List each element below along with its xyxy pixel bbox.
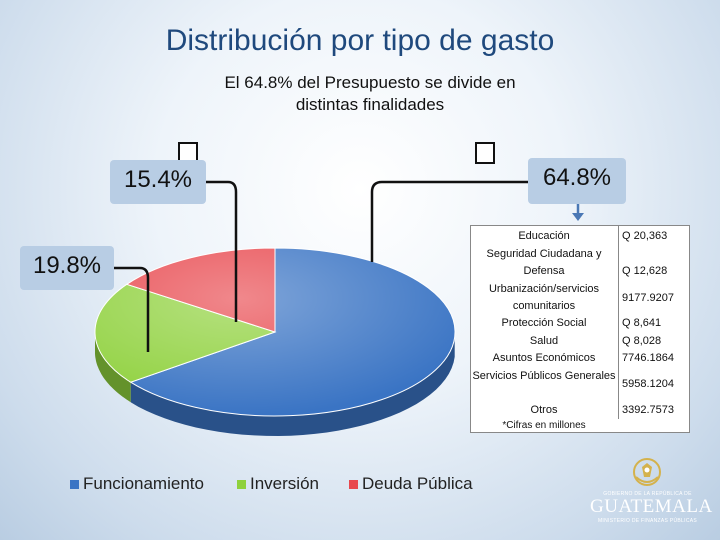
table-row: Servicios Públicos Generales 5958.1204 xyxy=(471,368,689,402)
logo-bottom-text: MINISTERIO DE FINANZAS PÚBLICAS xyxy=(597,518,698,524)
table-row-value: 7746.1864 xyxy=(622,352,674,364)
table-row-label: Asuntos Económicos xyxy=(492,352,596,364)
table-row-label: Protección Social xyxy=(501,317,587,329)
subtitle-line-1: El 64.8% del Presupuesto se divide en xyxy=(224,73,516,92)
table-row-label: Urbanización/servicios comunitarios xyxy=(488,283,600,312)
legend-swatch xyxy=(237,480,246,489)
table-row: Educación Q 20,363 xyxy=(471,228,689,245)
pointer-arrow-head xyxy=(572,213,584,221)
table-row-value: 9177.9207 xyxy=(622,292,674,304)
logo-main-text: GUATEMALA xyxy=(590,496,713,517)
table-row-value: Q 8,028 xyxy=(622,335,662,347)
legend-label: Funcionamiento xyxy=(83,474,204,493)
table-divider xyxy=(618,226,619,419)
table-row-value: 3392.7573 xyxy=(622,404,674,416)
table-row-label: Educación xyxy=(518,230,570,242)
missing-glyph-icon xyxy=(475,142,495,164)
callout-64-8: 64.8% xyxy=(528,158,626,204)
pie-slice-side-inversión xyxy=(95,333,131,403)
table-row: Seguridad Ciudadana y Defensa Q 12,628 xyxy=(471,246,689,280)
slide-subtitle: El 64.8% del Presupuesto se divide en di… xyxy=(160,72,580,116)
table-row-label: Otros xyxy=(530,404,558,416)
callout-19-8: 19.8% xyxy=(20,246,114,290)
table-row-label: Seguridad Ciudadana y Defensa xyxy=(486,248,602,277)
table-row-label: Salud xyxy=(529,335,559,347)
table-row-label: Servicios Públicos Generales xyxy=(472,370,616,382)
legend-label: Inversión xyxy=(250,474,319,493)
legend-label: Deuda Pública xyxy=(362,474,473,493)
subtitle-line-2: distintas finalidades xyxy=(295,95,445,114)
table-row: Protección Social Q 8,641 xyxy=(471,315,689,332)
table-note: *Cifras en millones xyxy=(502,420,586,431)
table-row: Urbanización/servicios comunitarios 9177… xyxy=(471,281,689,315)
pie-slice-side-funcionamiento xyxy=(130,336,455,436)
callout-15-4: 15.4% xyxy=(110,160,206,204)
table-row: Otros 3392.7573 xyxy=(471,402,689,419)
table-row: Asuntos Económicos 7746.1864 xyxy=(471,350,689,367)
pie-depth xyxy=(95,333,455,436)
coat-of-arms-icon xyxy=(633,458,661,486)
slide-title: Distribución por tipo de gasto xyxy=(165,24,555,57)
guatemala-logo: GOBIERNO DE LA REPÚBLICA DE GUATEMALA MI… xyxy=(590,455,713,530)
legend-swatch xyxy=(349,480,358,489)
table-row-value: Q 20,363 xyxy=(622,230,668,242)
table-row: Salud Q 8,028 xyxy=(471,333,689,350)
table-row-value: 5958.1204 xyxy=(622,378,674,390)
pie-highlight xyxy=(95,248,455,416)
table-row-value: Q 12,628 xyxy=(622,265,668,277)
connector-line-19-8 xyxy=(112,266,150,352)
logo-top-text: GOBIERNO DE LA REPÚBLICA DE xyxy=(603,491,692,497)
legend-swatch xyxy=(70,480,79,489)
table-row-value: Q 8,641 xyxy=(622,317,662,329)
connector-line-15-4 xyxy=(205,180,238,322)
spending-table: Educación Q 20,363 Seguridad Ciudadana y… xyxy=(470,225,690,433)
connector-line-64-8 xyxy=(370,180,530,262)
